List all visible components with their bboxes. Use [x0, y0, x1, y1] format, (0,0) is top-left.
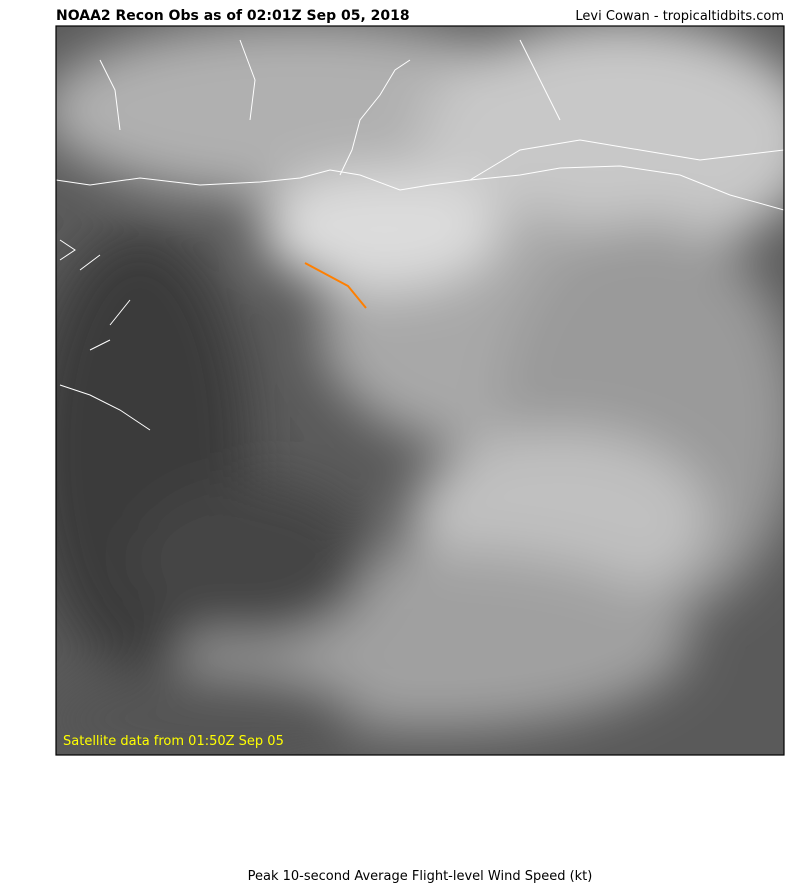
credit: Levi Cowan - tropicaltidbits.com [575, 9, 784, 24]
satellite-image: Satellite data from 01:50Z Sep 05 [56, 26, 784, 755]
recon-track [304, 262, 367, 309]
map-frame [55, 25, 785, 756]
title: NOAA2 Recon Obs as of 02:01Z Sep 05, 201… [56, 8, 410, 24]
coastline [56, 39, 784, 431]
colorbar-label: Peak 10-second Average Flight-level Wind… [248, 869, 593, 884]
footnote: Satellite data from 01:50Z Sep 05 [63, 734, 284, 749]
